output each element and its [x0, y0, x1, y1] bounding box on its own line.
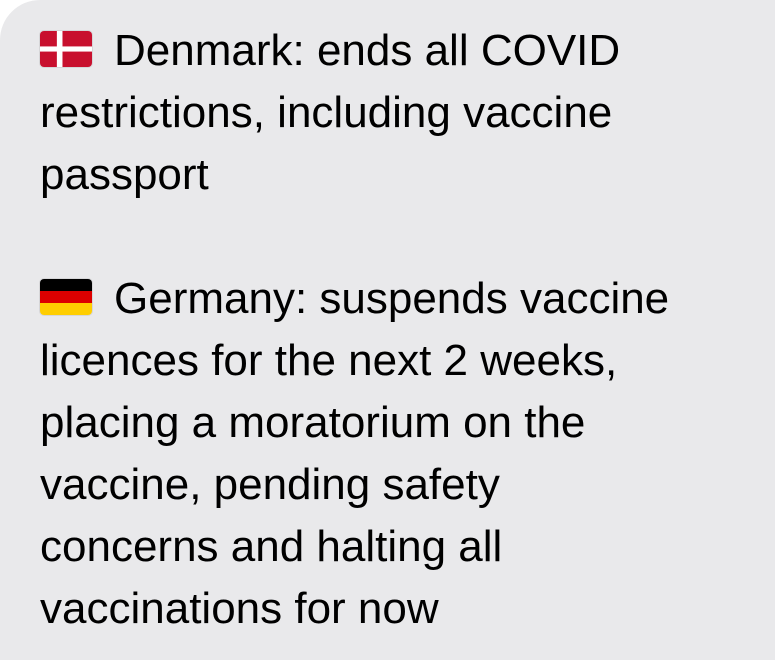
message-text-germany: Germany: suspends vaccine licences for t… — [40, 274, 670, 633]
message-paragraph-denmark: Denmark: ends all COVID restrictions, in… — [40, 20, 763, 206]
flag-germany-icon — [40, 279, 92, 315]
message-paragraph-germany: Germany: suspends vaccine licences for t… — [40, 268, 763, 640]
message-text-denmark: Denmark: ends all COVID restrictions, in… — [40, 26, 621, 199]
flag-denmark-icon — [40, 31, 92, 67]
